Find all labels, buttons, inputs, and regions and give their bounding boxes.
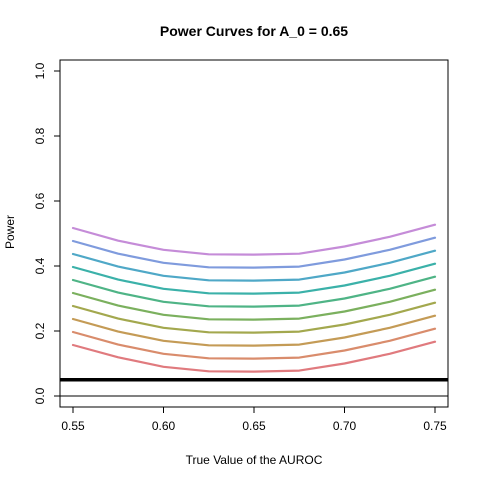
series-layer	[71, 223, 437, 373]
power-curve-8	[71, 249, 437, 282]
power-curve-7	[71, 262, 437, 295]
y-tick-label: 0.2	[33, 322, 47, 339]
reference-lines	[60, 378, 448, 397]
x-axis-label: True Value of the AUROC	[186, 453, 323, 467]
y-tick-label: 0.4	[33, 257, 47, 274]
chart-title: Power Curves for A_0 = 0.65	[160, 23, 348, 39]
x-tick-label: 0.75	[423, 419, 447, 433]
y-axis-label: Power	[3, 215, 17, 249]
power-curve-10	[71, 223, 437, 256]
power-curve-3	[71, 314, 437, 347]
power-curve-2	[71, 327, 437, 360]
x-tick-label: 0.65	[242, 419, 266, 433]
plot-frame	[59, 59, 449, 408]
axes: 0.55 0.60 0.65 0.70 0.75 0.0 0.2 0.4 0.6 0.8 1.0	[33, 62, 447, 433]
power-curve-4	[71, 301, 437, 334]
x-tick-label: 0.60	[152, 419, 176, 433]
y-tick-label: 0.0	[33, 387, 47, 404]
power-curve-9	[71, 236, 437, 269]
x-tick-label: 0.55	[61, 419, 85, 433]
power-curve-1	[71, 340, 437, 373]
x-tick-label: 0.70	[333, 419, 357, 433]
y-tick-label: 0.8	[33, 127, 47, 144]
y-tick-label: 0.6	[33, 192, 47, 209]
power-curve-6	[71, 275, 437, 308]
power-curve-5	[71, 288, 437, 321]
y-tick-label: 1.0	[33, 62, 47, 79]
